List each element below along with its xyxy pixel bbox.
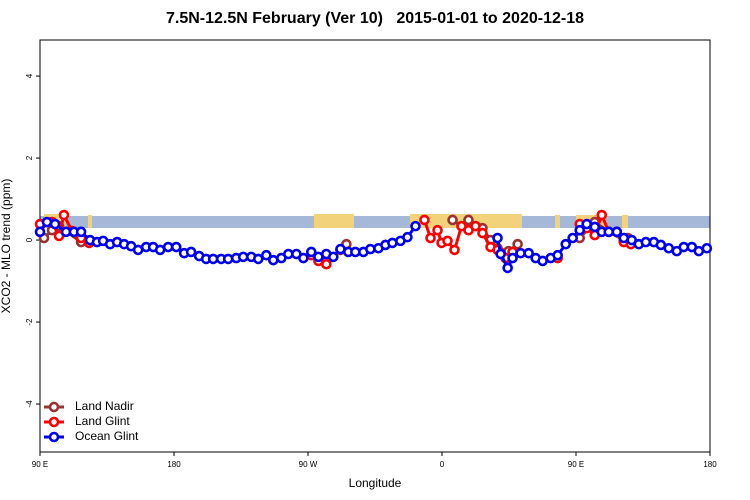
x-tick-label: 90 W bbox=[299, 460, 318, 469]
point bbox=[252, 253, 264, 265]
x-tick-label: 180 bbox=[167, 460, 181, 469]
legend-label: Land Glint bbox=[75, 414, 130, 428]
point bbox=[305, 246, 317, 258]
point bbox=[567, 232, 579, 244]
y-tick-label: 2 bbox=[25, 155, 34, 160]
point bbox=[442, 235, 453, 247]
point bbox=[328, 251, 339, 263]
point bbox=[492, 232, 503, 244]
point bbox=[321, 258, 332, 270]
y-tick-label: 4 bbox=[25, 73, 34, 78]
point bbox=[432, 224, 443, 236]
point bbox=[512, 238, 523, 250]
point bbox=[589, 221, 601, 233]
land bbox=[622, 215, 628, 228]
point bbox=[34, 226, 46, 238]
point bbox=[701, 242, 713, 254]
point bbox=[170, 241, 182, 253]
chart-title: 7.5N-12.5N February (Ver 10) 2015-01-01 … bbox=[166, 10, 584, 27]
point bbox=[507, 252, 518, 264]
x-tick-label: 180 bbox=[703, 460, 717, 469]
x-tick-label: 0 bbox=[440, 460, 445, 469]
point bbox=[298, 252, 309, 264]
y-tick-label: -2 bbox=[25, 318, 34, 326]
y-tick-label: 0 bbox=[25, 237, 34, 242]
point bbox=[222, 253, 234, 265]
point bbox=[477, 227, 488, 239]
land bbox=[314, 214, 354, 228]
point bbox=[410, 220, 421, 232]
point bbox=[185, 246, 197, 258]
point bbox=[449, 244, 460, 256]
legend-marker bbox=[48, 431, 60, 443]
x-tick-label: 90 E bbox=[32, 460, 48, 469]
point bbox=[58, 209, 70, 221]
point bbox=[495, 248, 506, 260]
x-tick-label: 90 E bbox=[568, 460, 584, 469]
point bbox=[611, 226, 623, 238]
point bbox=[523, 247, 534, 259]
land-band bbox=[40, 214, 710, 228]
point bbox=[502, 262, 513, 274]
point bbox=[419, 214, 430, 226]
point bbox=[447, 214, 458, 226]
y-tick-label: -4 bbox=[25, 400, 34, 408]
point bbox=[261, 249, 272, 261]
point bbox=[49, 218, 61, 230]
point bbox=[463, 214, 474, 226]
point bbox=[365, 243, 376, 255]
point bbox=[596, 209, 608, 221]
point bbox=[574, 224, 586, 236]
point bbox=[552, 249, 563, 261]
legend-label: Ocean Glint bbox=[75, 429, 139, 443]
legend-marker bbox=[48, 416, 60, 428]
x-axis-label: Longitude bbox=[349, 476, 402, 490]
band bbox=[40, 216, 710, 228]
legend-label: Land Nadir bbox=[75, 399, 134, 413]
legend-marker bbox=[48, 401, 60, 413]
point bbox=[560, 238, 572, 250]
land bbox=[88, 215, 92, 228]
point bbox=[425, 232, 436, 244]
y-axis-label: XCO2 - MLO trend (ppm) bbox=[0, 179, 13, 314]
point bbox=[470, 220, 481, 232]
land bbox=[555, 215, 560, 228]
point bbox=[75, 226, 87, 238]
point bbox=[402, 231, 413, 243]
